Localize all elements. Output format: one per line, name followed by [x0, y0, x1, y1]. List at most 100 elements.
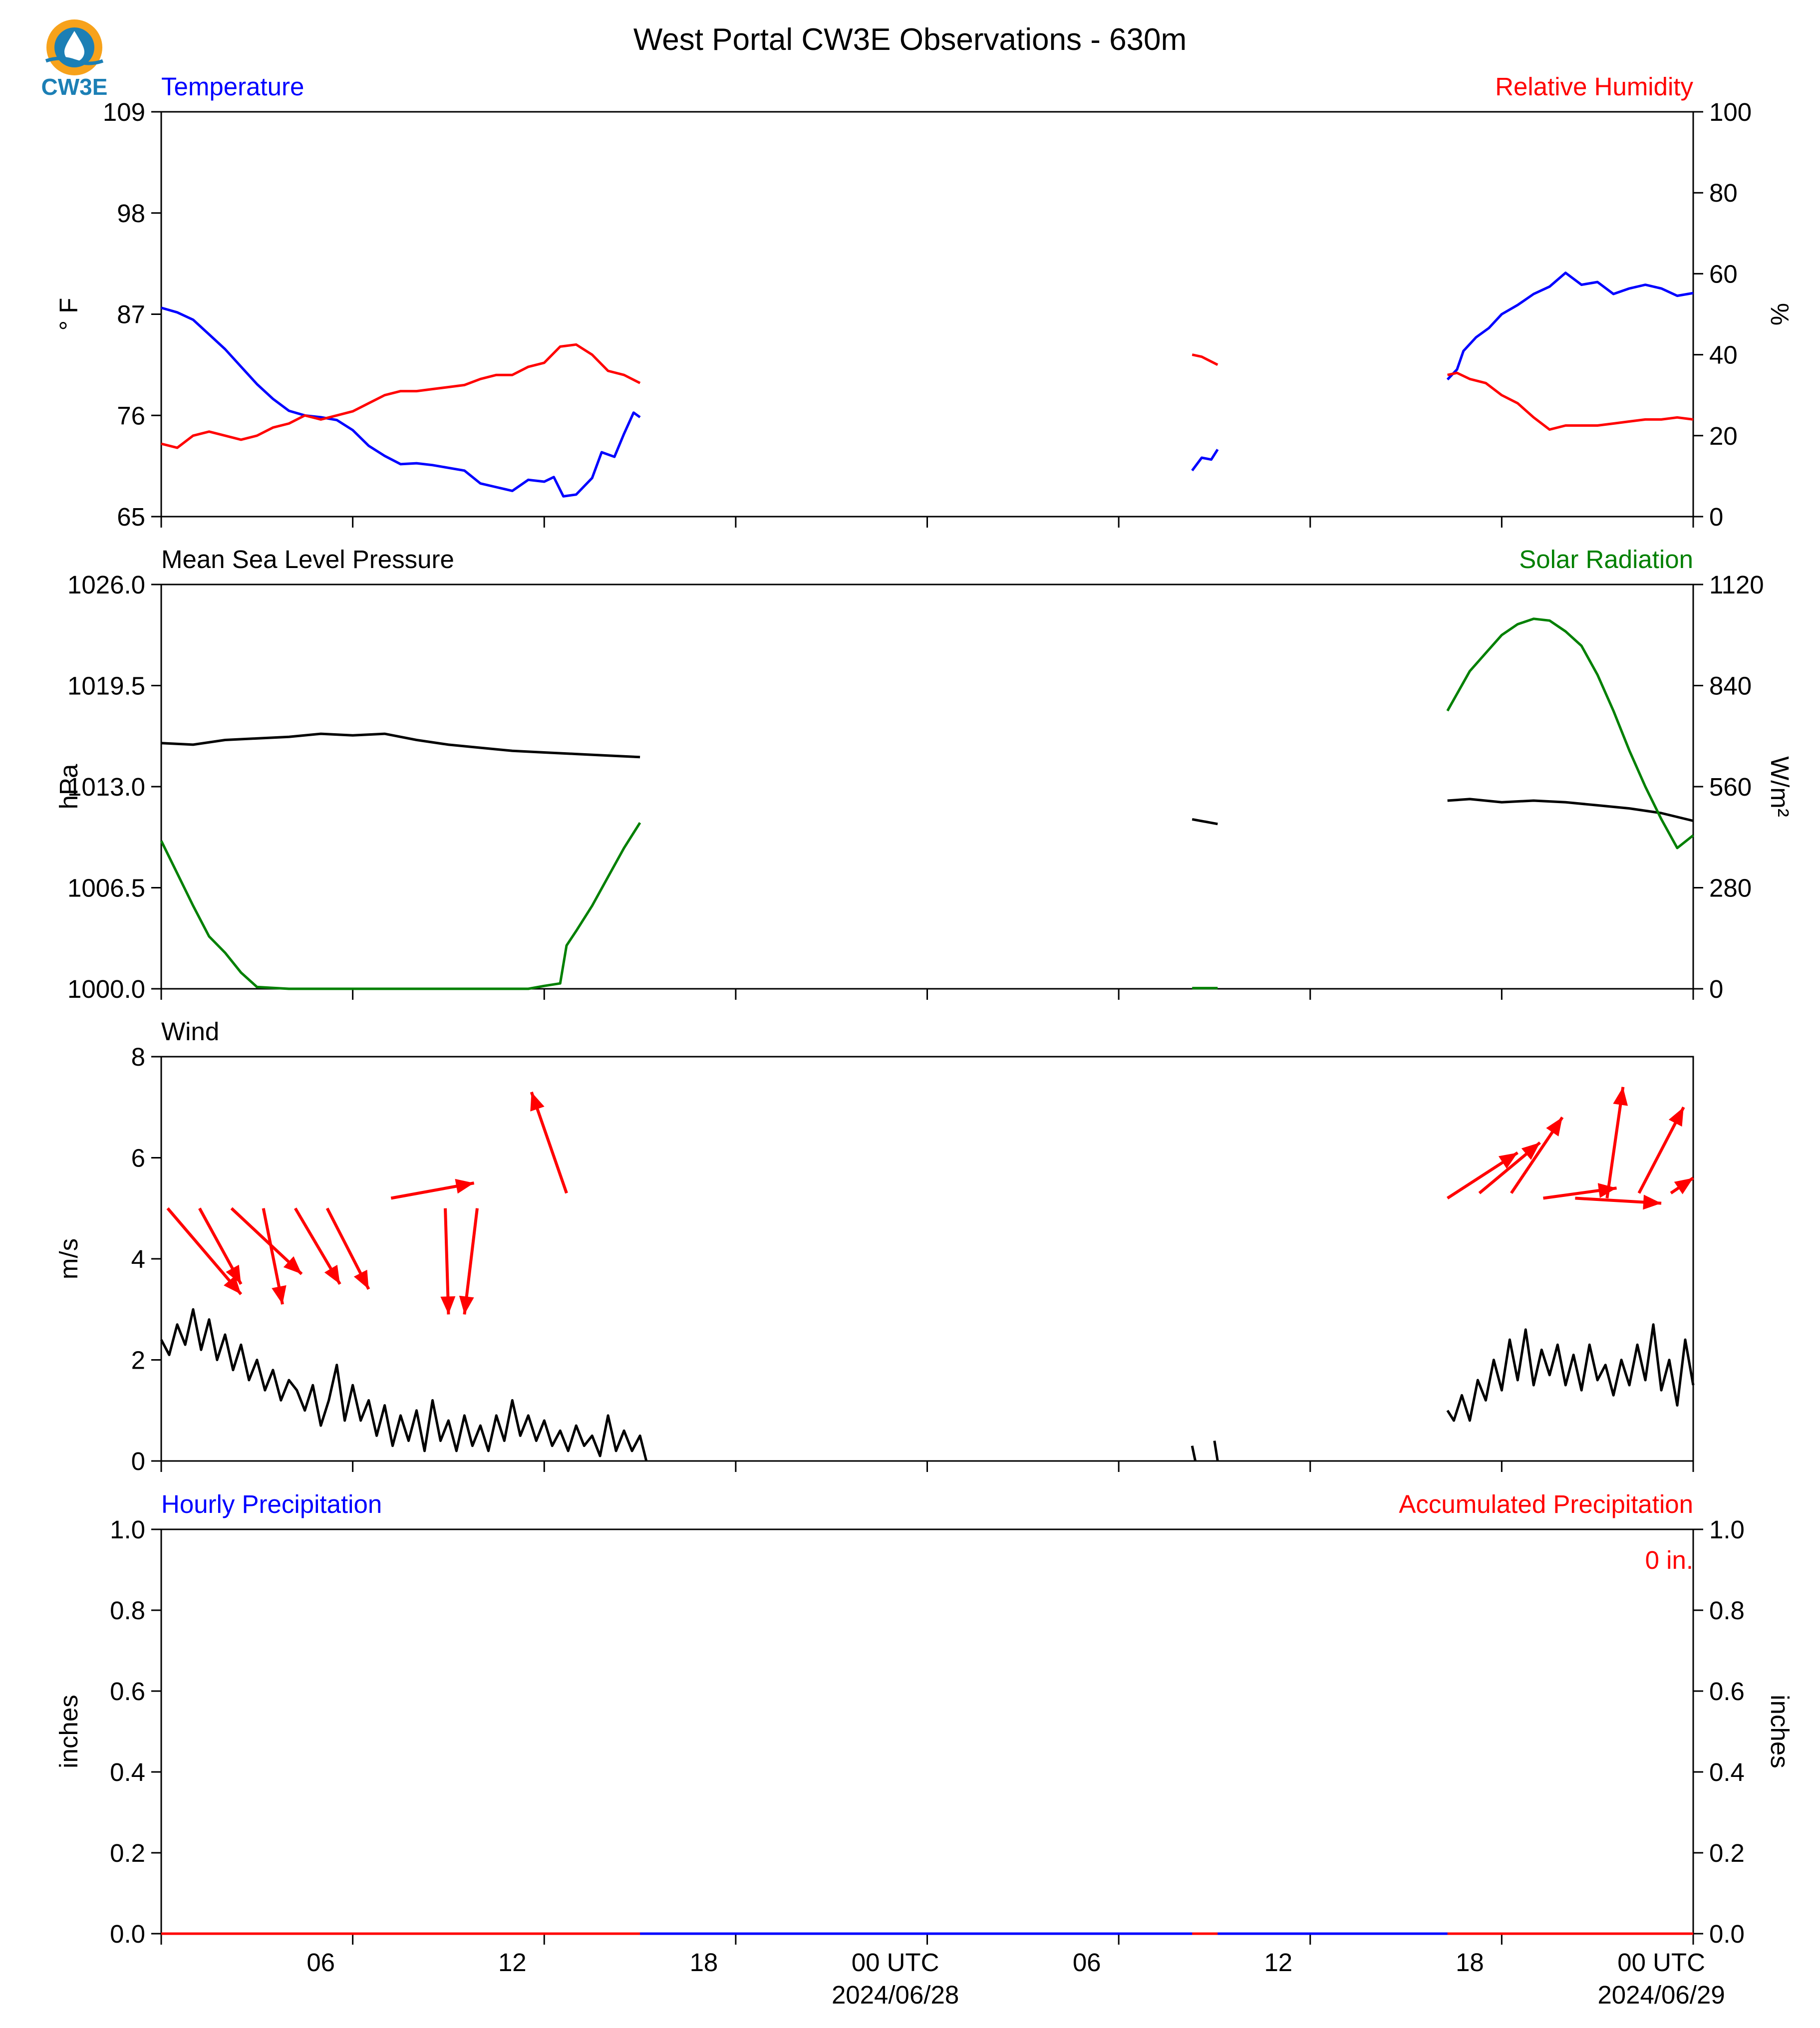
- series-line: [1191, 449, 1219, 472]
- series-wind-direction: [166, 1087, 1694, 1315]
- wind-arrow-head: [1643, 1194, 1662, 1210]
- series-line: [1446, 1323, 1695, 1422]
- panel-title-left: Wind: [161, 1017, 219, 1046]
- y-right-tick-label: 0.6: [1709, 1677, 1745, 1706]
- series-line: [1192, 353, 1218, 366]
- accumulated-total-label: 0 in.: [1645, 1546, 1693, 1574]
- wind-arrow-head: [1546, 1117, 1562, 1137]
- x-tick-label: 12: [1264, 1948, 1292, 1977]
- y-tick-label: 2: [131, 1346, 145, 1375]
- y-right-axis-label: W/m²: [1766, 756, 1794, 817]
- wind-arrow-head: [440, 1296, 456, 1315]
- series-line: [1191, 1446, 1197, 1461]
- series-wind: [160, 1308, 1695, 1461]
- y-right-tick-label: 840: [1709, 672, 1752, 700]
- y-right-tick-label: 0.0: [1709, 1920, 1745, 1948]
- y-tick-label: 0.2: [110, 1839, 145, 1867]
- series-line: [1213, 1441, 1219, 1461]
- panel-title-left: Temperature: [161, 72, 304, 101]
- series-solar-radiation: [160, 617, 1694, 990]
- series-line: [1192, 818, 1218, 826]
- series-line: [160, 1308, 648, 1461]
- y-tick-label: 1013.0: [67, 773, 145, 801]
- wind-arrow-shaft: [166, 1207, 243, 1295]
- y-axis-label: hPa: [54, 764, 83, 809]
- wind-arrow-head: [1668, 1107, 1684, 1127]
- y-right-tick-label: 0: [1709, 975, 1723, 1003]
- y-right-tick-label: 20: [1709, 422, 1738, 450]
- y-tick-label: 87: [117, 300, 145, 329]
- wind-arrow-head: [530, 1092, 545, 1112]
- y-tick-label: 1000.0: [67, 975, 145, 1003]
- series-line: [1447, 371, 1694, 431]
- x-axis: 06 12 18 00 UTC 06 12 18 00 UTC 2024/06/28 2024/0…: [306, 1948, 1725, 2009]
- y-axis-label: m/s: [54, 1238, 83, 1279]
- wind-arrow-head: [272, 1285, 287, 1305]
- wind-arrow-head: [324, 1264, 340, 1284]
- y-tick-label: 1.0: [110, 1515, 145, 1544]
- series-relative-humidity: [161, 343, 1694, 449]
- y-right-tick-label: 280: [1709, 874, 1752, 902]
- panel-title-right: Relative Humidity: [1495, 72, 1693, 101]
- panel-3: 0 2 4 6 8 m/s Wind: [54, 1017, 1695, 1475]
- x-tick-label: 06: [306, 1948, 335, 1977]
- y-right-axis-label: inches: [1766, 1695, 1794, 1768]
- series-line: [160, 822, 641, 990]
- y-right-tick-label: 1.0: [1709, 1515, 1745, 1544]
- x-tick-label: 12: [498, 1948, 527, 1977]
- y-right-tick-label: 0: [1709, 503, 1723, 531]
- y-tick-label: 76: [117, 401, 145, 430]
- y-right-tick-label: 560: [1709, 773, 1752, 801]
- x-tick-label: 00 UTC: [852, 1948, 939, 1977]
- y-tick-label: 1019.5: [67, 672, 145, 700]
- x-tick-label: 18: [1456, 1948, 1484, 1977]
- page-title: West Portal CW3E Observations - 630m: [633, 22, 1187, 57]
- y-right-tick-label: 0.2: [1709, 1839, 1745, 1867]
- wind-arrow-head: [459, 1295, 474, 1315]
- series-line: [161, 343, 641, 449]
- y-tick-label: 109: [103, 98, 145, 126]
- y-tick-label: 0.0: [110, 1920, 145, 1948]
- y-tick-label: 0: [131, 1447, 145, 1475]
- panel-title-left: Mean Sea Level Pressure: [161, 545, 454, 574]
- wind-arrow-head: [1498, 1153, 1518, 1169]
- logo-wave: [45, 56, 104, 65]
- series-line: [161, 732, 640, 759]
- wind-arrow-shaft: [1605, 1087, 1625, 1198]
- y-tick-label: 65: [117, 503, 145, 531]
- logo-text: CW3E: [41, 74, 108, 100]
- y-right-tick-label: 60: [1709, 260, 1738, 288]
- panel-2: 1000.0 1006.5 1013.0 1019.5 1026.0 0 280 560 840…: [54, 545, 1794, 1003]
- y-tick-label: 1006.5: [67, 874, 145, 902]
- x-date-label: 2024/06/29: [1597, 1981, 1725, 2009]
- y-tick-label: 6: [131, 1144, 145, 1172]
- series-line: [1446, 617, 1694, 850]
- wind-arrow-head: [1521, 1143, 1540, 1160]
- series-line: [161, 306, 641, 498]
- y-tick-label: 98: [117, 199, 145, 228]
- series-line: [1446, 272, 1694, 381]
- y-right-axis-label: %: [1766, 303, 1794, 325]
- panel-4: 0.0 0.2 0.4 0.6 0.8 1.0 0.0 0.2 0.4 0.6 0.8 1.0 inch…: [54, 1490, 1794, 1948]
- x-date-label: 2024/06/28: [832, 1981, 959, 2009]
- x-tick-label: 00 UTC: [1617, 1948, 1705, 1977]
- y-right-tick-label: 80: [1709, 179, 1738, 207]
- y-right-tick-label: 40: [1709, 341, 1738, 369]
- wind-arrow-head: [353, 1269, 369, 1289]
- y-tick-label: 0.4: [110, 1758, 145, 1786]
- y-tick-label: 0.8: [110, 1596, 145, 1625]
- panel-1: 65 76 87 98 109 0 20 40 60 80 100 ° F % Temperature Re…: [54, 72, 1794, 531]
- cw3e-logo: CW3E: [41, 19, 108, 100]
- y-axis-label: ° F: [54, 298, 83, 331]
- wind-arrow-head: [224, 1275, 241, 1294]
- y-tick-label: 4: [131, 1245, 145, 1273]
- y-right-tick-label: 100: [1709, 98, 1752, 126]
- y-tick-label: 8: [131, 1043, 145, 1071]
- series-line: [1447, 798, 1694, 822]
- y-tick-label: 1026.0: [67, 571, 145, 599]
- y-right-tick-label: 0.8: [1709, 1596, 1745, 1625]
- logo-drop-icon: [64, 31, 84, 62]
- y-tick-label: 0.6: [110, 1677, 145, 1706]
